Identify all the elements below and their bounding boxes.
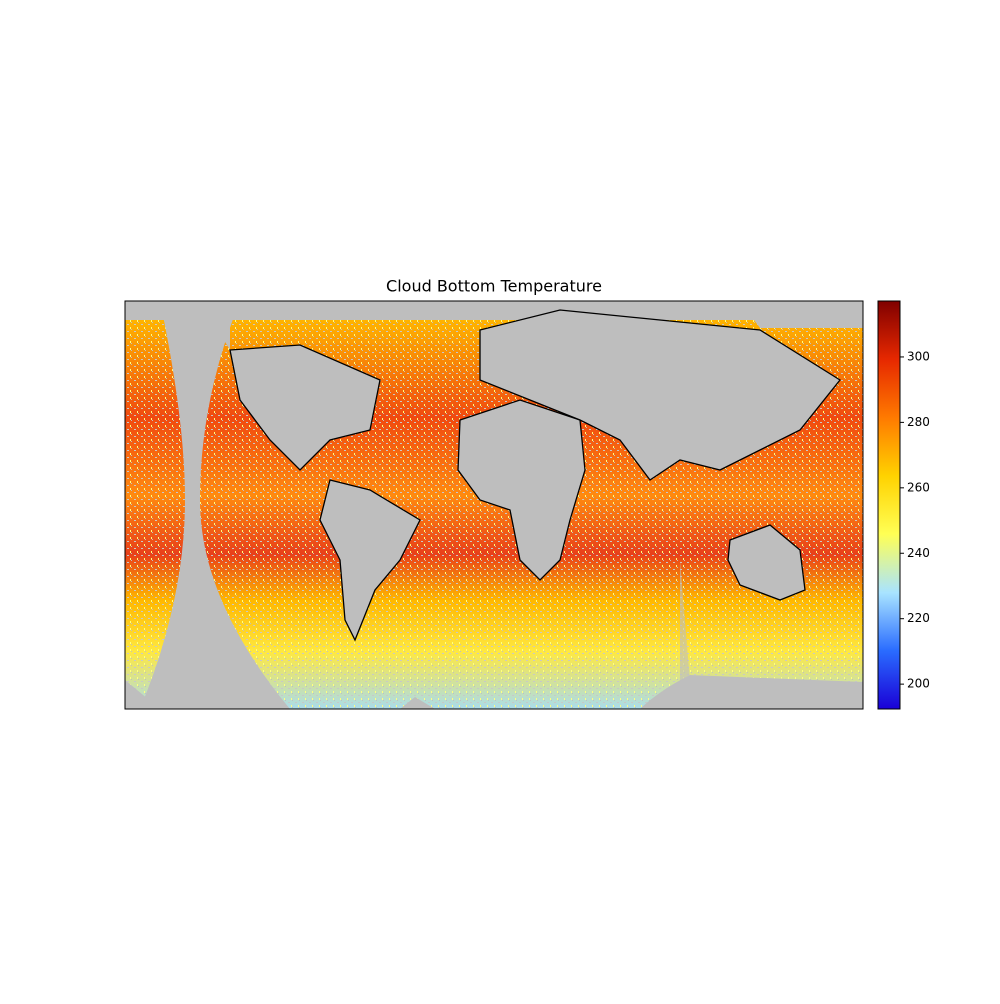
chart-title: Cloud Bottom Temperature [386, 277, 602, 296]
colorbar-tick-label: 240 [907, 546, 930, 560]
map-frame [124, 300, 864, 710]
colorbar-tick-label: 200 [907, 677, 930, 691]
colorbar [877, 300, 901, 710]
colorbar-tick-label: 260 [907, 480, 930, 494]
map-image [125, 301, 863, 709]
colorbar-tick-label: 300 [907, 349, 930, 363]
colorbar-tick-label: 280 [907, 415, 930, 429]
colorbar-tick-label: 220 [907, 611, 930, 625]
